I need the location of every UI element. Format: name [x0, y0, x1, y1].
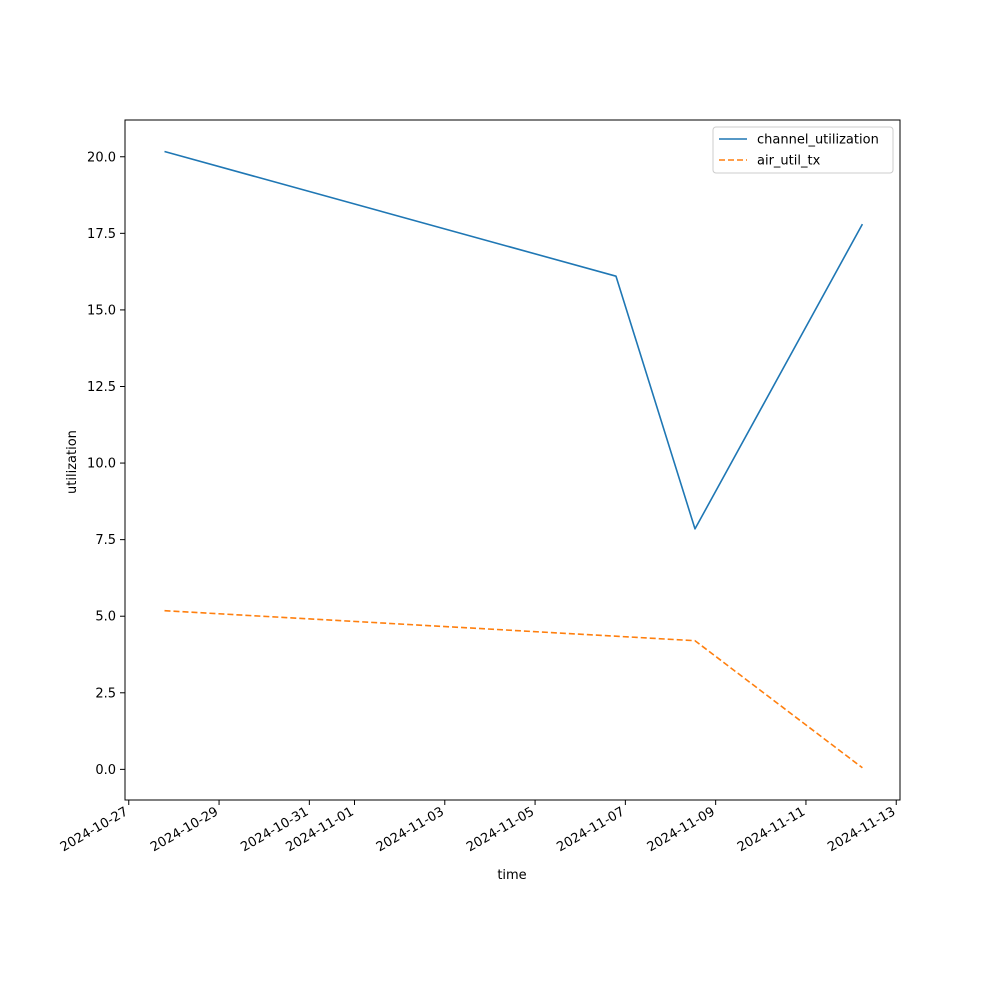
x-tick-label: 2024-10-27: [58, 804, 131, 855]
y-tick-label: 10.0: [87, 457, 116, 472]
x-axis-label: time: [497, 868, 526, 883]
y-tick-label: 12.5: [87, 380, 116, 395]
y-tick-label: 20.0: [87, 150, 116, 165]
x-axis-ticks: 2024-10-27 2024-10-29 2024-10-312024-11-01…: [58, 800, 898, 855]
x-tick-label: 2024-11-03: [374, 804, 447, 855]
y-axis-label: utilization: [65, 430, 80, 494]
legend-label-air_util_tx: air_util_tx: [757, 154, 821, 169]
y-axis-ticks: 0.0 2.5 5.0 7.5 10.0 12.5 15.0 17.5 20.0: [87, 150, 125, 778]
x-tick-label: 2024-11-11: [735, 804, 808, 855]
y-tick-label: 2.5: [95, 686, 116, 701]
legend: channel_utilization air_util_tx: [712, 126, 894, 174]
plot-frame: [124, 119, 901, 801]
x-tick-label: 2024-11-05: [464, 804, 537, 855]
x-tick-label: 2024-11-07: [554, 804, 627, 855]
series-line-air_util_tx: [164, 609, 863, 769]
plot-area: [125, 120, 900, 800]
x-tick-label: 2024-10-29: [148, 804, 221, 855]
y-tick-label: 5.0: [95, 610, 116, 625]
series-line-channel_utilization: [164, 150, 864, 530]
y-tick-label: 15.0: [87, 303, 116, 318]
x-tick-label: 2024-11-09: [645, 804, 718, 855]
y-tick-label: 0.0: [95, 763, 116, 778]
x-tick-label: 2024-11-13: [825, 804, 898, 855]
legend-box: [712, 126, 894, 174]
series-layer: [164, 150, 864, 769]
y-tick-label: 17.5: [87, 227, 116, 242]
legend-label-channel_utilization: channel_utilization: [757, 133, 879, 148]
y-tick-label: 7.5: [95, 533, 116, 548]
